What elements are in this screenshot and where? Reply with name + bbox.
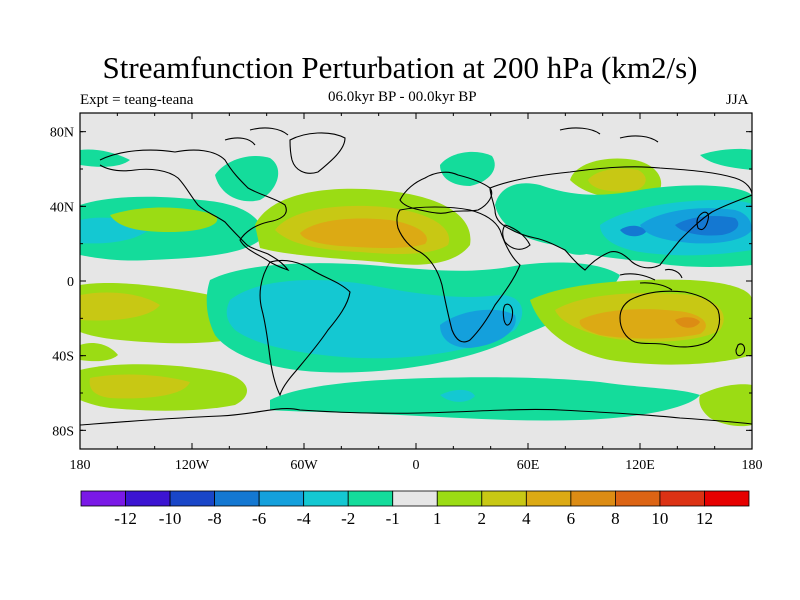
colorbar-swatch [258,490,305,507]
contour-aus-inner [579,309,706,339]
coast-australia [619,290,721,348]
colorbar-swatch [214,490,260,507]
x-axis: 180 120W 60W 0 60E 120E 180 [70,113,763,473]
contour-asia-darkblue [675,216,739,236]
contour-atlantic-inner [300,218,427,248]
contour-souther-west-green [80,343,118,362]
experiment-label: Expt = teang-teana [80,92,194,108]
coast-madagascar [502,303,514,326]
colorbar-label: 6 [567,509,576,528]
colorbar-swatch [704,490,750,507]
colorbar-swatch [481,490,527,507]
colorbar-label: 10 [651,509,668,528]
colorbar-swatch [125,490,171,507]
x-tick-label: 180 [742,458,763,473]
colorbar-swatch [303,490,349,507]
contour-greenland [215,155,279,202]
colorbar-label: -6 [252,509,266,528]
x-tick-label: 0 [413,458,420,473]
coast-japan [696,211,709,231]
coast-greenland [289,132,346,174]
y-tick-label: 40N [50,200,74,215]
period-label: 06.0kyr BP - 00.0kyr BP [328,89,477,105]
coast-new-zealand [735,343,746,357]
colorbar-swatch [659,490,705,507]
colorbar-label: -10 [159,509,182,528]
coast-antarctica [80,407,752,426]
x-tick-label: 120E [625,458,655,473]
contour-china-blue [620,225,646,237]
colorbar-label: 1 [433,509,442,528]
colorbar-label: -2 [341,509,355,528]
coast-europe [399,171,493,214]
colorbar-swatch [347,490,394,507]
contour-southern-yellow-inner [89,374,190,399]
colorbar-label: 2 [478,509,487,528]
contour-arctic-east [700,148,752,170]
colorbar-label: -1 [386,509,400,528]
x-tick-label: 60E [517,458,540,473]
coast-arctic-islands [224,127,659,146]
plot-title: Streamfunction Perturbation at 200 hPa (… [102,50,698,85]
coast-africa [396,206,521,343]
colorbar-label: -8 [208,509,222,528]
colorbar-swatch [615,490,661,507]
y-axis: 80N 40N 0 40S 80S [50,126,752,439]
contour-nam-yellow [110,207,218,232]
contour-spac-inner [80,292,160,321]
colorbar-swatch [80,490,126,507]
colorbar-swatch [436,490,483,507]
coast-north-america [99,149,290,272]
colorbar-label: 12 [696,509,713,528]
contour-southern-cyan-spot [440,389,475,402]
contour-southern-green [270,377,700,421]
coast-south-america [259,259,351,397]
colorbar-swatch [392,490,438,507]
contour-russia-north [440,151,495,186]
y-tick-label: 0 [67,275,74,290]
contour-india-green [560,240,595,255]
x-tick-label: 60W [290,458,318,473]
contour-safrica-blue [440,309,516,348]
colorbar-label: 8 [611,509,620,528]
contour-aus-core [675,317,700,328]
colorbar-label: -12 [114,509,137,528]
y-tick-label: 80S [52,424,74,439]
colorbar-swatch [570,490,616,507]
x-tick-label: 120W [175,458,210,473]
contour-siberia-inner [588,168,646,192]
coast-arabia [502,224,531,250]
colorbar: -12 -10 -8 -6 -4 -2 -1 1 2 4 6 8 10 12 [80,490,750,528]
x-tick-label: 180 [70,458,91,473]
coastlines [80,127,752,426]
colorbar-label: 4 [522,509,531,528]
season-label: JJA [726,92,749,108]
coast-indonesia [619,268,683,291]
colorbar-swatch [169,490,215,507]
colorbar-swatch [525,490,572,507]
y-tick-label: 80N [50,126,74,141]
y-tick-label: 40S [52,350,74,365]
contour-se-yellow [699,384,752,427]
colorbar-label: -4 [297,509,312,528]
